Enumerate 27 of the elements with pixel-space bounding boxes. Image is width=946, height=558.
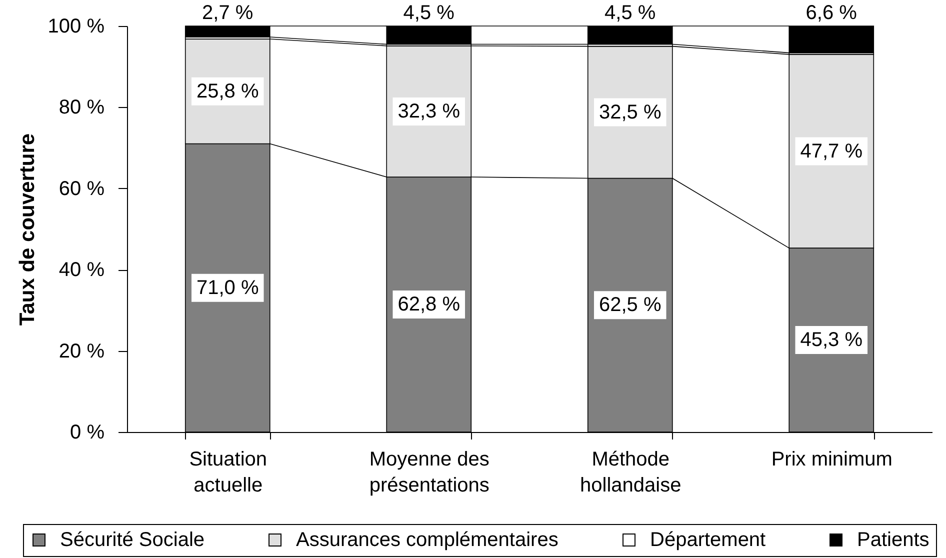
data-label: 2,7 % (202, 2, 254, 24)
y-tick-label: 40 % (58, 259, 105, 282)
y-tick-label: 60 % (58, 178, 105, 200)
data-label: 62,5 % (598, 294, 662, 316)
data-label: 32,3 % (398, 100, 460, 122)
x-tick-label: Moyenne des présentations (369, 448, 490, 496)
data-label: 71,0 % (196, 276, 259, 299)
y-tick-label: 0 % (70, 422, 105, 444)
data-label: 47,7 % (800, 140, 863, 162)
y-tick-label: 100 % (48, 16, 105, 38)
data-label: 6,6 % (806, 2, 858, 24)
data-label: 32,5 % (598, 101, 662, 124)
legend-label: Sécurité Sociale (60, 529, 205, 551)
legend-label: Patients (857, 529, 930, 551)
data-label: 4,5 % (403, 2, 455, 24)
data-label: 4,5 % (604, 2, 656, 24)
y-tick-label: 80 % (58, 96, 105, 119)
y-tick-label: 20 % (58, 340, 105, 362)
x-tick-label: Prix minimum (771, 448, 892, 470)
data-label: 45,3 % (800, 329, 863, 352)
legend-label: Assurances complémentaires (296, 529, 558, 551)
y-axis-title: Taux de couverture (16, 133, 39, 326)
x-tick-label: Situation actuelle (189, 448, 268, 496)
data-label: 25,8 % (196, 80, 259, 102)
data-label: 62,8 % (398, 294, 460, 316)
x-tick-label: Méthode hollandaise (580, 448, 682, 496)
legend-label: Département (650, 529, 766, 551)
